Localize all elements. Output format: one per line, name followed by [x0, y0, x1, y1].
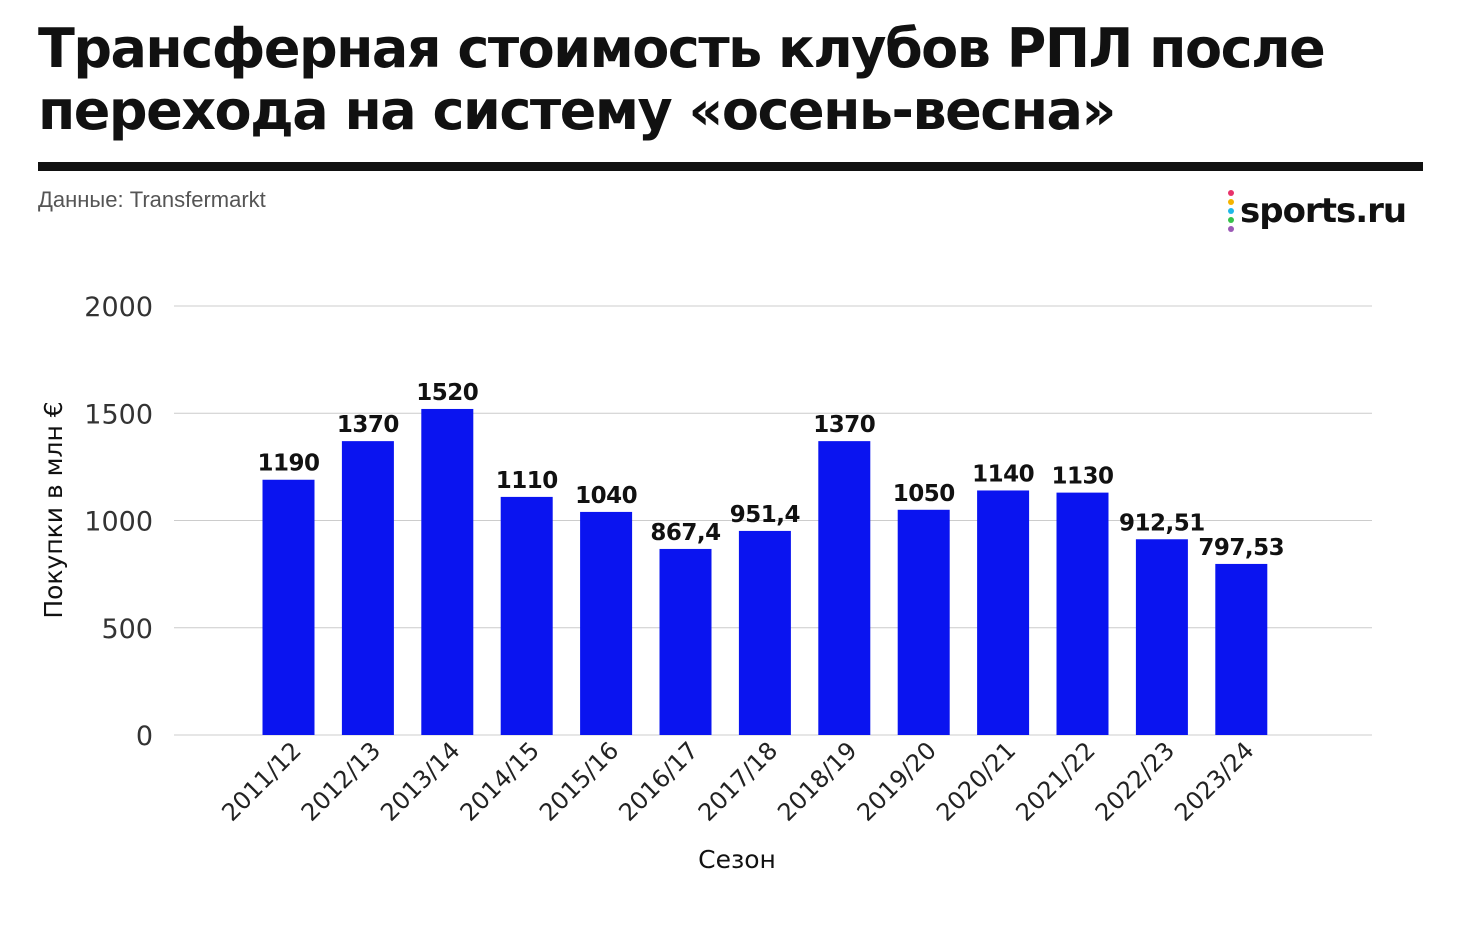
value-label: 1370: [337, 412, 399, 438]
title-rule: [38, 162, 1423, 171]
x-tick-label: 2013/14: [375, 736, 465, 826]
chart-title: Трансферная стоимость клубов РПЛ после п…: [38, 17, 1326, 142]
value-label: 1130: [1051, 464, 1113, 490]
logo-dot: [1228, 199, 1234, 205]
bar: [1056, 492, 1109, 735]
value-label: 912,51: [1119, 510, 1205, 536]
bar: [738, 530, 791, 735]
x-tick-label: 2016/17: [613, 736, 703, 826]
logo-dot: [1228, 208, 1234, 214]
y-tick-label: 0: [136, 721, 153, 752]
bar: [659, 548, 712, 735]
logo-text: sports.ru: [1240, 191, 1407, 231]
logo-dot: [1228, 217, 1234, 223]
bar: [421, 408, 474, 735]
value-label: 1520: [416, 380, 478, 406]
x-tick-label: 2018/19: [772, 736, 862, 826]
bar: [580, 511, 633, 735]
value-label: 867,4: [650, 520, 720, 546]
x-axis-title: Сезон: [698, 845, 776, 874]
value-label: 797,53: [1198, 535, 1284, 561]
x-tick-label: 2011/12: [216, 736, 306, 826]
y-tick-label: 1500: [84, 399, 153, 430]
data-source: Данные: Transfermarkt: [38, 187, 266, 212]
value-label: 1140: [972, 461, 1034, 487]
y-tick-label: 500: [101, 614, 153, 645]
value-label: 1190: [257, 451, 319, 477]
bar: [1135, 539, 1188, 735]
value-label: 1370: [813, 412, 875, 438]
sports-ru-dots-icon: [1228, 190, 1234, 232]
x-tick-label: 2022/23: [1090, 736, 1180, 826]
x-tick-label: 2023/24: [1169, 736, 1259, 826]
logo-dot: [1228, 190, 1234, 196]
value-label: 951,4: [730, 502, 800, 528]
bar: [977, 490, 1030, 735]
sports-ru-logo: sports.ru: [1228, 186, 1407, 236]
x-tick-label: 2014/15: [455, 736, 545, 826]
bar: [1215, 563, 1268, 735]
value-label: 1040: [575, 483, 637, 509]
logo-dot: [1228, 226, 1234, 232]
bar: [500, 496, 553, 735]
x-tick-label: 2015/16: [534, 736, 624, 826]
bar: [897, 509, 950, 735]
value-label: 1050: [893, 481, 955, 507]
value-label: 1110: [496, 468, 558, 494]
y-tick-label: 1000: [84, 507, 153, 538]
x-tick-label: 2017/18: [693, 736, 783, 826]
bar: [818, 441, 871, 735]
x-tick-label: 2020/21: [931, 736, 1021, 826]
bar: [262, 479, 315, 735]
y-axis-title: Покупки в млн €: [39, 401, 68, 618]
x-tick-label: 2021/22: [1010, 736, 1100, 826]
x-tick-label: 2012/13: [296, 736, 386, 826]
x-tick-label: 2019/20: [852, 736, 942, 826]
bar: [341, 441, 394, 735]
y-tick-label: 2000: [84, 292, 153, 323]
